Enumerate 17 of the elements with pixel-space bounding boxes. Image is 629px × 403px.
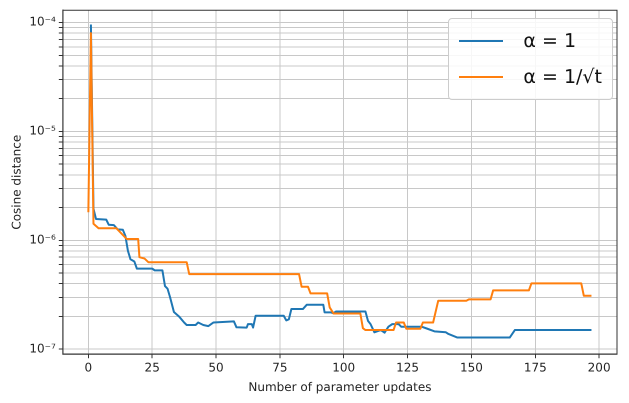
y-tick-label: 10⁻⁵ (29, 124, 56, 138)
y-tick-label: 10⁻⁶ (29, 232, 56, 246)
x-tick-label: 50 (208, 360, 224, 375)
legend-label: α = 1/√t (523, 66, 602, 88)
legend-label: α = 1 (523, 30, 576, 52)
y-tick-label: 10⁻⁷ (29, 341, 56, 356)
x-tick-label: 175 (524, 360, 547, 375)
x-tick-label: 100 (332, 360, 356, 375)
y-tick-label: 10⁻⁴ (29, 14, 56, 29)
x-tick-label: 200 (588, 360, 611, 375)
x-tick-label: 125 (396, 360, 420, 375)
x-axis-title: Number of parameter updates (248, 380, 432, 394)
x-tick-label: 75 (272, 360, 288, 375)
x-tick-label: 150 (460, 360, 483, 375)
x-tick-label: 0 (84, 360, 92, 375)
x-tick-label: 25 (144, 360, 160, 375)
y-axis-title: Cosine distance (9, 134, 24, 230)
